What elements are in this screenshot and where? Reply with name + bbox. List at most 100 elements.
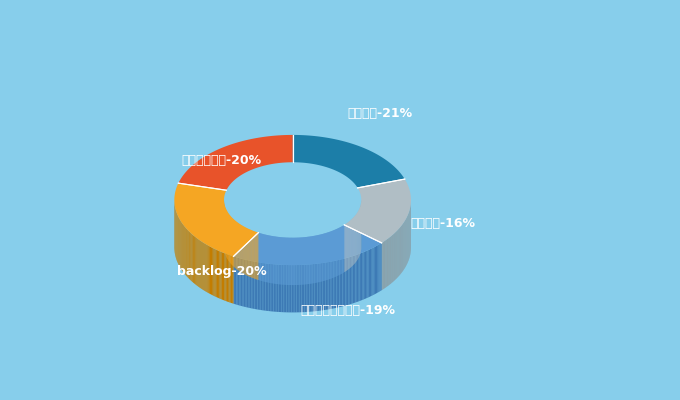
Polygon shape [320,234,321,282]
Polygon shape [259,233,260,280]
Polygon shape [313,236,314,283]
Polygon shape [290,265,292,312]
Polygon shape [256,262,258,310]
Polygon shape [379,244,381,292]
Polygon shape [256,232,257,280]
Polygon shape [274,236,275,284]
Polygon shape [187,229,188,277]
Polygon shape [389,238,390,286]
Polygon shape [337,228,338,276]
Polygon shape [260,233,261,281]
Polygon shape [243,259,245,307]
Polygon shape [293,265,294,312]
Polygon shape [356,255,357,302]
Polygon shape [301,265,303,312]
Polygon shape [337,260,338,308]
Polygon shape [186,228,187,276]
Polygon shape [284,238,286,285]
Polygon shape [232,256,233,304]
Polygon shape [357,254,358,302]
Polygon shape [384,241,385,289]
Polygon shape [227,254,228,302]
Polygon shape [367,250,369,298]
Polygon shape [248,229,249,276]
Polygon shape [188,231,189,279]
Text: プラットフォーム-19%: プラットフォーム-19% [301,304,395,317]
Polygon shape [301,237,303,285]
Polygon shape [264,263,265,311]
Polygon shape [174,183,258,256]
Polygon shape [267,264,269,311]
Polygon shape [370,249,371,297]
Polygon shape [341,259,343,307]
Polygon shape [260,263,262,310]
Polygon shape [195,237,196,285]
Polygon shape [330,231,331,279]
Polygon shape [314,236,316,283]
Polygon shape [311,236,313,284]
Polygon shape [324,233,325,281]
Polygon shape [343,259,344,306]
Polygon shape [178,135,292,190]
Polygon shape [258,262,259,310]
Polygon shape [338,228,339,276]
Text: レンダリング-20%: レンダリング-20% [182,154,262,167]
Polygon shape [290,238,291,285]
Polygon shape [348,257,350,305]
Polygon shape [335,229,336,277]
Polygon shape [193,235,194,283]
Polygon shape [286,265,288,312]
Polygon shape [192,234,193,282]
Polygon shape [245,260,247,307]
Polygon shape [272,236,273,284]
Polygon shape [352,256,353,304]
Polygon shape [324,262,326,310]
Polygon shape [362,252,364,300]
Polygon shape [328,262,330,309]
Polygon shape [248,260,250,308]
Polygon shape [241,258,242,306]
Polygon shape [257,232,258,280]
Polygon shape [317,235,318,282]
Polygon shape [278,237,279,284]
Polygon shape [278,265,280,312]
Polygon shape [197,238,198,286]
Polygon shape [250,230,251,277]
Polygon shape [262,234,263,282]
Text: backlog-20%: backlog-20% [177,264,267,278]
Polygon shape [190,233,192,281]
Polygon shape [273,236,274,284]
Polygon shape [210,246,211,294]
Polygon shape [375,246,376,294]
Polygon shape [386,239,387,287]
Polygon shape [265,263,267,311]
Polygon shape [339,260,341,307]
Polygon shape [353,256,354,304]
Polygon shape [252,261,253,309]
Polygon shape [361,253,362,300]
Polygon shape [277,237,278,284]
Polygon shape [326,232,328,280]
Polygon shape [338,260,339,308]
Polygon shape [314,264,316,311]
Polygon shape [282,265,284,312]
Polygon shape [239,258,241,306]
Polygon shape [388,238,389,286]
Polygon shape [199,240,201,288]
Polygon shape [298,238,299,285]
Polygon shape [254,262,256,309]
Polygon shape [336,229,337,276]
Polygon shape [295,238,296,285]
Polygon shape [288,238,289,285]
Polygon shape [291,238,292,285]
Polygon shape [292,135,405,188]
Polygon shape [298,265,300,312]
Polygon shape [288,265,290,312]
Polygon shape [376,246,377,294]
Polygon shape [281,237,282,284]
Polygon shape [371,248,373,296]
Polygon shape [237,257,238,305]
Polygon shape [328,232,329,280]
Polygon shape [218,250,219,298]
Polygon shape [322,234,323,281]
